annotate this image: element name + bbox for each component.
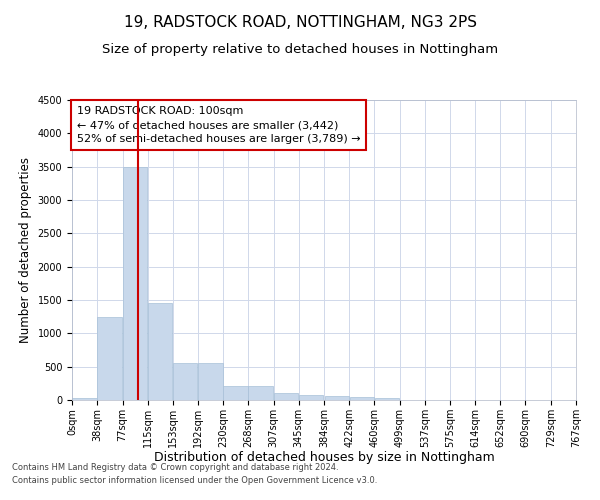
Bar [223,386,248,400]
Bar [72,398,97,400]
Bar [299,395,323,400]
X-axis label: Distribution of detached houses by size in Nottingham: Distribution of detached houses by size … [154,452,494,464]
Bar [97,316,122,400]
Bar [248,386,273,400]
Bar [199,362,223,400]
Y-axis label: Number of detached properties: Number of detached properties [19,157,32,343]
Text: 19, RADSTOCK ROAD, NOTTINGHAM, NG3 2PS: 19, RADSTOCK ROAD, NOTTINGHAM, NG3 2PS [124,15,476,30]
Text: 19 RADSTOCK ROAD: 100sqm
← 47% of detached houses are smaller (3,442)
52% of sem: 19 RADSTOCK ROAD: 100sqm ← 47% of detach… [77,106,361,144]
Bar [274,393,298,400]
Text: Contains public sector information licensed under the Open Government Licence v3: Contains public sector information licen… [12,476,377,485]
Bar [350,397,374,400]
Text: Contains HM Land Registry data © Crown copyright and database right 2024.: Contains HM Land Registry data © Crown c… [12,464,338,472]
Bar [325,396,349,400]
Bar [173,362,197,400]
Text: Size of property relative to detached houses in Nottingham: Size of property relative to detached ho… [102,42,498,56]
Bar [123,166,148,400]
Bar [374,398,399,400]
Bar [148,304,172,400]
